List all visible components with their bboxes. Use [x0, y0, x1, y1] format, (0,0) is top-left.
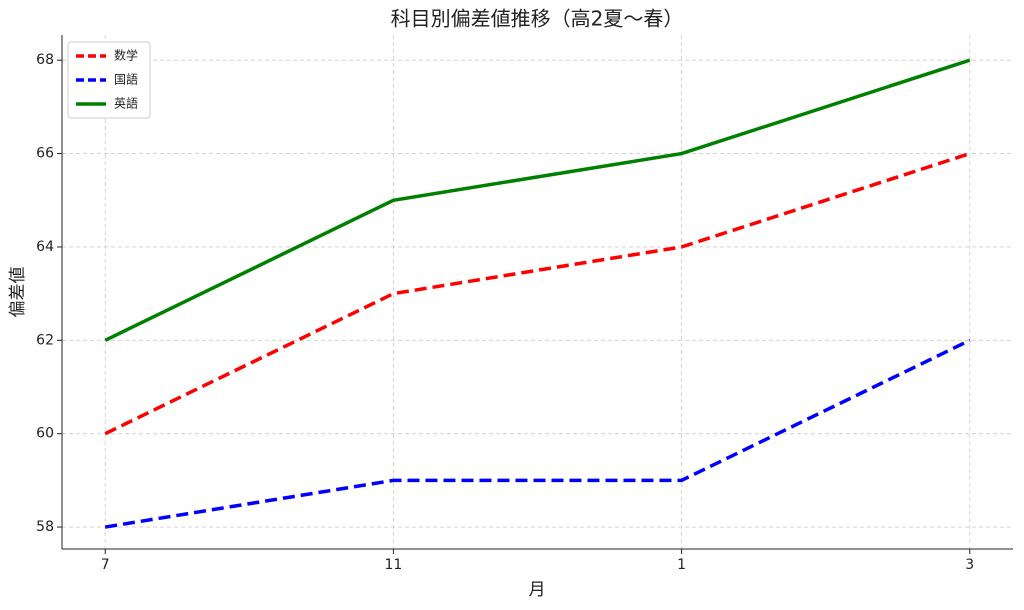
- legend-label: 数学: [114, 48, 138, 63]
- x-tick-label: 1: [677, 557, 686, 573]
- y-tick-label: 62: [36, 332, 54, 348]
- series-line: [104, 58, 971, 342]
- legend-label: 国語: [114, 72, 138, 87]
- y-tick-label: 58: [36, 519, 54, 535]
- legend-box: [67, 41, 151, 119]
- legend-label: 英語: [114, 96, 138, 111]
- x-tick-label: 3: [965, 557, 974, 573]
- y-axis-label: 偏差値: [8, 267, 28, 318]
- series-line: [104, 338, 971, 529]
- series-line: [104, 151, 971, 436]
- y-tick-label: 68: [36, 52, 54, 68]
- x-tick-label: 11: [384, 557, 402, 573]
- y-tick-label: 64: [36, 239, 54, 255]
- x-tick-label: 7: [101, 557, 110, 573]
- x-axis-label: 月: [529, 580, 546, 600]
- y-tick-label: 60: [36, 426, 54, 442]
- chart-title: 科目別偏差値推移（高2夏～春）: [391, 7, 684, 31]
- y-tick-label: 66: [36, 146, 54, 162]
